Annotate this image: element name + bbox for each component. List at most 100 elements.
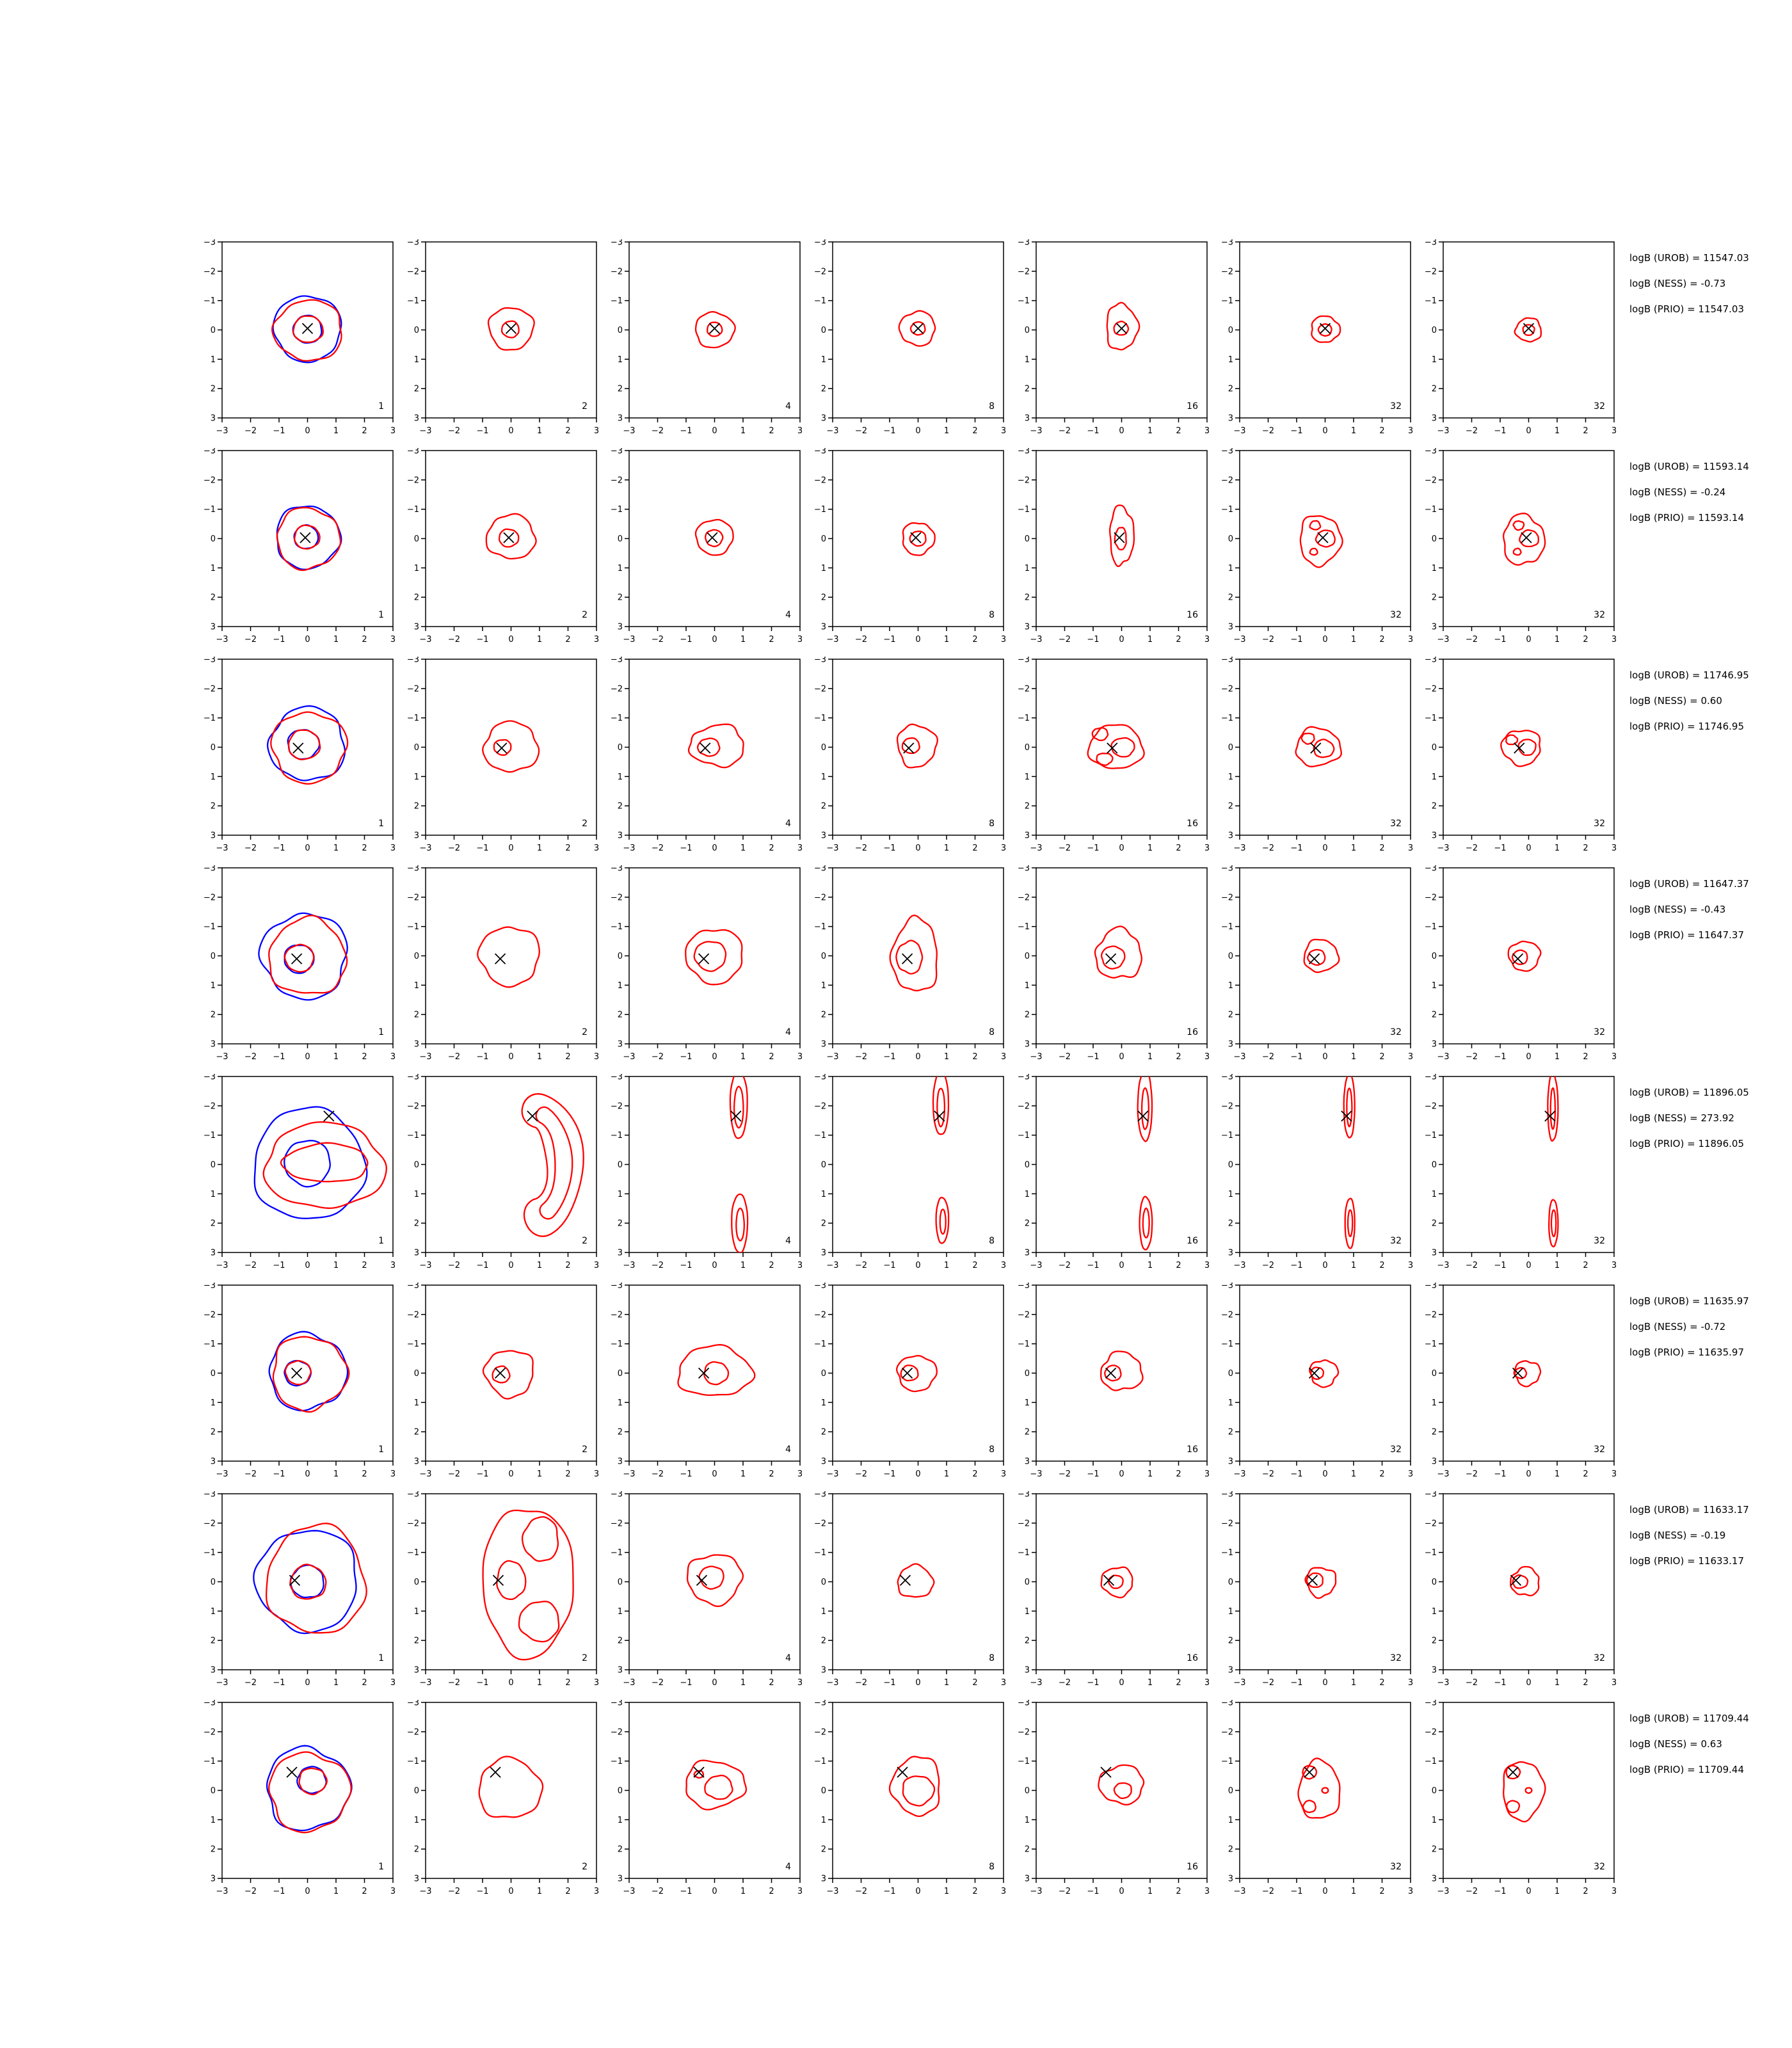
red-contour xyxy=(1550,1209,1557,1238)
red-contour xyxy=(1512,1574,1529,1589)
y-tick-label: −1 xyxy=(1018,714,1030,723)
logb-urob-text: logB (UROB) = 11709.44 xyxy=(1629,1713,1749,1724)
true-value-marker xyxy=(1523,323,1535,334)
axes-box xyxy=(832,1493,1004,1670)
y-tick-label: 0 xyxy=(414,534,419,544)
x-tick-label: 1 xyxy=(1351,426,1356,436)
x-tick-label: −3 xyxy=(826,1887,838,1896)
y-tick-label: −2 xyxy=(1018,267,1030,276)
x-tick-label: −1 xyxy=(273,1052,285,1062)
y-tick-label: 0 xyxy=(821,743,826,753)
red-contour xyxy=(703,1361,730,1386)
y-tick-label: 1 xyxy=(1228,1607,1233,1617)
contour-group xyxy=(268,1331,350,1413)
contour-group xyxy=(1100,1566,1133,1599)
x-tick-label: 2 xyxy=(1379,635,1384,644)
x-tick-label: −1 xyxy=(273,635,285,644)
logb-urob-text: logB (UROB) = 11593.14 xyxy=(1629,461,1749,472)
x-tick-label: 1 xyxy=(537,426,542,436)
y-tick-label: −1 xyxy=(1425,505,1437,515)
x-tick-label: 0 xyxy=(508,1261,513,1270)
x-tick-label: 0 xyxy=(305,1678,310,1688)
axes-box xyxy=(1239,1284,1411,1462)
x-tick-label: 2 xyxy=(1583,844,1588,853)
true-value-marker xyxy=(503,532,515,543)
red-contour xyxy=(693,1770,705,1779)
contour-group xyxy=(1503,1761,1546,1823)
x-tick-label: 3 xyxy=(1204,426,1210,436)
red-contour xyxy=(284,1360,312,1386)
y-tick-label: 0 xyxy=(618,1160,623,1170)
x-tick-label: 0 xyxy=(305,1261,310,1270)
x-tick-label: −3 xyxy=(826,844,838,853)
x-tick-label: −2 xyxy=(1059,1469,1071,1479)
x-tick-label: 3 xyxy=(594,844,599,853)
y-tick-label: 0 xyxy=(618,1578,623,1587)
subplot-row2-col4: −3 3 −2 2 −1 1 0 0 1 −1 2 −2 3 −3 8 xyxy=(804,448,1008,657)
y-tick-label: 1 xyxy=(821,1398,826,1408)
contour-group xyxy=(258,912,348,1001)
y-tick-label: −1 xyxy=(611,922,623,932)
y-tick-label: −2 xyxy=(1221,684,1233,694)
y-tick-label: −2 xyxy=(204,684,216,694)
true-value-marker xyxy=(934,1110,945,1122)
x-tick-label: 2 xyxy=(972,1261,977,1270)
x-tick-label: 2 xyxy=(1176,1261,1181,1270)
x-tick-label: 2 xyxy=(565,1887,570,1896)
stats-block-row7: logB (UROB) = 11633.17 logB (NESS) = -0.1… xyxy=(1629,1494,1789,1577)
sample-size-label: 32 xyxy=(1390,401,1402,412)
contour-group xyxy=(1108,504,1135,568)
x-tick-label: −2 xyxy=(244,1887,257,1896)
y-tick-label: −3 xyxy=(814,448,826,456)
axes-box xyxy=(221,241,394,419)
contour-group xyxy=(1513,1360,1542,1388)
x-tick-label: −2 xyxy=(244,1261,257,1270)
red-contour xyxy=(1548,1199,1559,1248)
y-tick-label: 1 xyxy=(1025,1607,1030,1617)
red-contour xyxy=(1506,1800,1521,1814)
red-contour xyxy=(1140,1087,1149,1130)
y-tick-label: −1 xyxy=(204,1757,216,1766)
subplot-row8-col4: −3 3 −2 2 −1 1 0 0 1 −1 2 −2 3 −3 8 xyxy=(804,1700,1008,1908)
y-tick-label: −1 xyxy=(611,505,623,515)
contour-group xyxy=(1309,1359,1340,1388)
subplot-row3-col7: −3 3 −2 2 −1 1 0 0 1 −1 2 −2 3 −3 32 xyxy=(1415,657,1619,865)
logb-urob-text: logB (UROB) = 11647.37 xyxy=(1629,878,1749,890)
y-tick-label: 1 xyxy=(821,772,826,782)
red-contour xyxy=(1300,732,1315,745)
x-tick-label: −1 xyxy=(1290,1052,1302,1062)
true-value-marker xyxy=(323,1110,335,1122)
true-value-marker xyxy=(1317,532,1329,543)
y-tick-label: 3 xyxy=(1432,1875,1437,1884)
x-tick-label: −2 xyxy=(1262,1052,1274,1062)
y-tick-label: 1 xyxy=(414,355,419,365)
x-tick-label: −3 xyxy=(623,1887,635,1896)
x-tick-label: 1 xyxy=(944,426,949,436)
y-tick-label: −3 xyxy=(611,1700,623,1708)
x-tick-label: 3 xyxy=(594,1469,599,1479)
subplot-row5-col6: −3 3 −2 2 −1 1 0 0 1 −1 2 −2 3 −3 32 xyxy=(1212,1074,1415,1283)
y-tick-label: −1 xyxy=(1425,1131,1437,1140)
y-tick-label: 2 xyxy=(1025,1845,1030,1855)
red-contour xyxy=(1309,520,1322,531)
x-tick-label: −3 xyxy=(1030,426,1042,436)
y-tick-label: −1 xyxy=(814,1757,826,1766)
subplot-row6-col2: −3 3 −2 2 −1 1 0 0 1 −1 2 −2 3 −3 2 xyxy=(397,1283,601,1491)
axes-box xyxy=(1443,450,1615,627)
x-tick-label: 1 xyxy=(944,635,949,644)
red-contour xyxy=(1321,1787,1329,1794)
sample-size-label: 8 xyxy=(989,1236,995,1246)
y-tick-label: −2 xyxy=(814,1310,826,1320)
y-tick-label: 2 xyxy=(414,1219,419,1229)
logb-prio-text: logB (PRIO) = 11593.14 xyxy=(1629,512,1745,524)
red-contour xyxy=(1503,1761,1546,1823)
red-contour xyxy=(1514,1366,1528,1379)
x-tick-label: −3 xyxy=(623,1469,635,1479)
x-tick-label: 1 xyxy=(1555,1678,1560,1688)
y-tick-label: 2 xyxy=(1432,1011,1437,1020)
y-tick-label: 2 xyxy=(821,1219,826,1229)
red-contour xyxy=(1512,520,1525,531)
